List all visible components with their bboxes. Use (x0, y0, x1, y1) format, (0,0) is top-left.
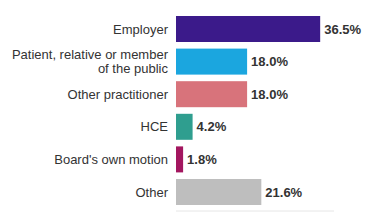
data-label: 4.2% (197, 119, 227, 134)
category-label-line: Other (135, 185, 168, 200)
category-label-line: of the public (98, 61, 169, 76)
bar (176, 179, 261, 205)
bar (176, 81, 247, 107)
data-label: 36.5% (324, 22, 361, 37)
bars (176, 16, 320, 205)
category-label: Employer (113, 22, 169, 37)
data-label: 21.6% (265, 185, 302, 200)
category-label: Board's own motion (54, 152, 168, 167)
x-axis-line (176, 211, 334, 212)
data-label: 1.8% (187, 152, 217, 167)
data-label: 18.0% (251, 87, 288, 102)
bar (176, 49, 247, 75)
category-label-line: Other practitioner (68, 87, 169, 102)
category-label: HCE (141, 119, 169, 134)
category-label-line: HCE (141, 119, 169, 134)
category-label-line: Board's own motion (54, 152, 168, 167)
chart: Employer 36.5% Patient, relative or member… (0, 0, 382, 216)
category-label: Other practitioner (68, 87, 169, 102)
bar (176, 114, 193, 140)
category-label-line: Patient, relative or member (12, 47, 169, 62)
bar (176, 146, 183, 172)
bar (176, 16, 320, 42)
category-label: Other (135, 185, 168, 200)
category-label: Patient, relative or memberof the public (12, 47, 169, 76)
category-label-line: Employer (113, 22, 169, 37)
data-label: 18.0% (251, 54, 288, 69)
